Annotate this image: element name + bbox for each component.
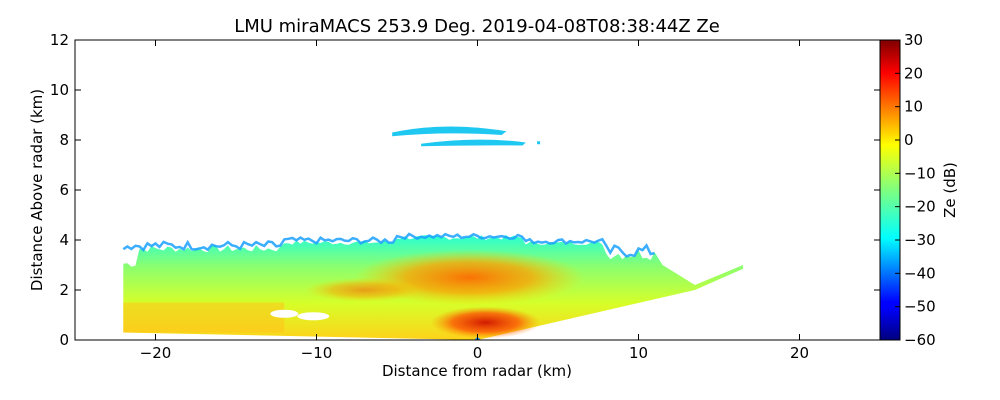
- colorbar-tick-label: −40: [904, 264, 936, 282]
- y-tick-label: 12: [50, 31, 69, 49]
- reflectivity-core-west: [304, 278, 425, 302]
- colorbar-tick-label: −60: [904, 331, 936, 349]
- x-tick-label: 10: [629, 344, 648, 362]
- near-radar-hotspot: [430, 306, 541, 339]
- colorbar-tick-label: −30: [904, 231, 936, 249]
- colorbar: [879, 39, 901, 341]
- cloud-top-fringe: [122, 232, 655, 258]
- low-level-band: [123, 302, 285, 333]
- colorbar-tick-label: 20: [904, 64, 923, 82]
- x-tick-label: −20: [140, 344, 172, 362]
- y-tick-label: 6: [59, 181, 69, 199]
- upper-cloud-echo-lower: [421, 139, 526, 147]
- x-axis-title: Distance from radar (km): [382, 362, 572, 380]
- y-tick-label: 2: [59, 281, 69, 299]
- no-echo-gap: [297, 312, 330, 321]
- colorbar-tick-label: −20: [904, 198, 936, 216]
- colorbar-axis: −60 −50 −40 −30 −20 −10 0 10 20 30: [895, 31, 936, 349]
- colorbar-tick-label: 30: [904, 31, 923, 49]
- colorbar-tick-label: −10: [904, 164, 936, 182]
- y-tick-label: 4: [59, 231, 69, 249]
- upper-cloud-echo: [392, 126, 507, 137]
- x-tick-label: 0: [473, 344, 483, 362]
- chart-title: LMU miraMACS 253.9 Deg. 2019-04-08T08:38…: [234, 16, 720, 37]
- upper-cloud-fragment: [537, 141, 541, 145]
- colorbar-tick-label: −50: [904, 298, 936, 316]
- colorbar-label: Ze (dB): [941, 162, 959, 218]
- x-tick-label: 20: [790, 344, 809, 362]
- colorbar-tick-label: 10: [904, 98, 923, 116]
- y-axis: 0 2 4 6 8 10 12: [50, 31, 880, 349]
- x-axis: −20 −10 0 10 20: [140, 40, 809, 362]
- x-tick-label: −10: [301, 344, 333, 362]
- y-tick-label: 10: [50, 81, 69, 99]
- y-tick-label: 0: [59, 331, 69, 349]
- plot-area: [122, 126, 744, 340]
- colorbar-tick-label: 0: [904, 131, 914, 149]
- no-echo-gap-2: [270, 309, 299, 318]
- y-tick-label: 8: [59, 131, 69, 149]
- y-axis-title: Distance Above radar (km): [28, 89, 46, 291]
